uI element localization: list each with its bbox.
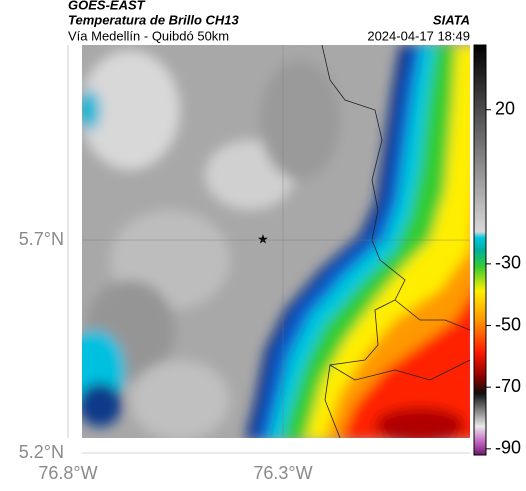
satellite-image [82,45,470,438]
colorbar-tick-label: -70 [495,376,521,396]
source: SIATA [433,12,470,27]
product: Temperatura de Brillo CH13 [68,12,240,27]
satellite: GOES-EAST [68,0,146,12]
colorbar-tick-label: -90 [495,438,521,458]
colorbar-tick-label: 20 [495,98,515,118]
datetime: 2024-04-17 18:49 [367,28,470,43]
route: Vía Medellín - Quibdó 50km [68,28,229,43]
x-tick-label: 76.3°W [253,463,312,483]
y-tick-label: 5.7°N [19,229,64,249]
colorbar-tick-label: -50 [495,314,521,334]
x-tick-label: 76.8°W [38,463,97,483]
y-tick-label: 5.2°N [19,442,64,462]
colorbar [473,44,487,456]
colorbar-tick-label: -30 [495,253,521,273]
city-marker: ★ [257,231,269,246]
